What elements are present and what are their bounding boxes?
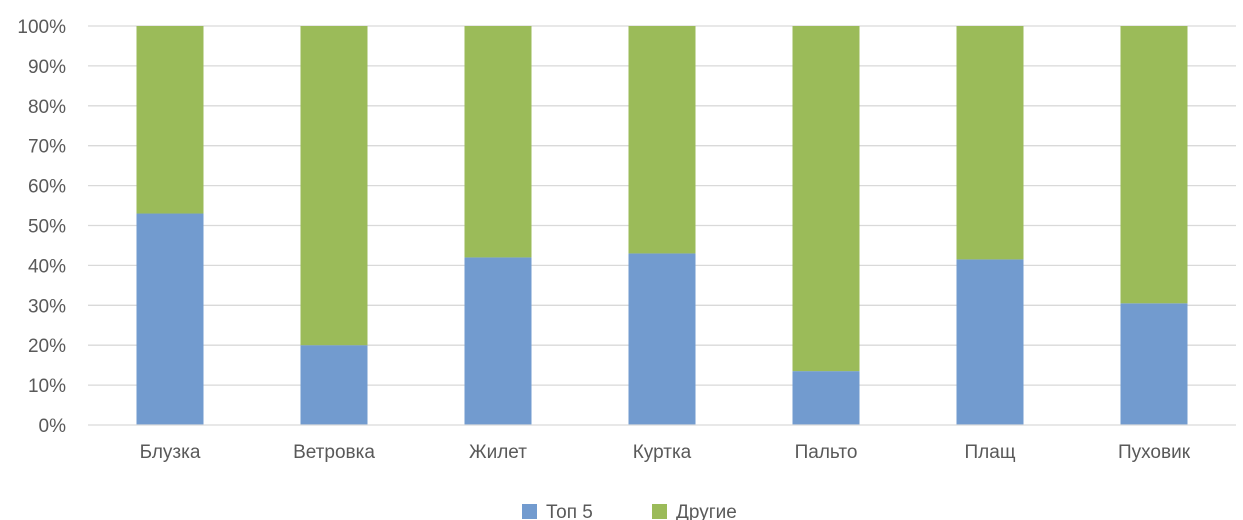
x-tick-label: Пальто bbox=[795, 442, 858, 463]
y-tick-label: 20% bbox=[28, 336, 66, 357]
x-axis: Блузка Ветровка Жилет Куртка Пальто Плащ Пухов… bbox=[88, 424, 1236, 463]
bar-top5 bbox=[792, 371, 860, 425]
bar-others bbox=[792, 26, 860, 372]
y-tick-label: 30% bbox=[28, 296, 66, 317]
bar-others bbox=[464, 26, 532, 258]
legend-label-others: Другие bbox=[676, 502, 737, 520]
bar-top5 bbox=[1120, 303, 1188, 425]
y-tick-label: 40% bbox=[28, 256, 66, 277]
y-tick-label: 80% bbox=[28, 97, 66, 118]
x-tick-label: Жилет bbox=[469, 442, 527, 463]
x-tick-label: Ветровка bbox=[293, 442, 375, 463]
legend-swatch-top5 bbox=[522, 504, 537, 519]
legend: Топ 5 Другие bbox=[522, 502, 737, 520]
bar-others bbox=[300, 26, 368, 346]
bar-top5 bbox=[956, 259, 1024, 425]
bar-top5 bbox=[628, 253, 696, 425]
y-axis: 0% 10% 20% 30% 40% 50% 60% 70% 80% 90% 100% bbox=[17, 17, 66, 437]
y-tick-label: 50% bbox=[28, 217, 66, 238]
x-tick-label: Куртка bbox=[633, 442, 692, 463]
bar-others bbox=[628, 26, 696, 254]
y-tick-label: 90% bbox=[28, 57, 66, 78]
y-tick-label: 70% bbox=[28, 137, 66, 158]
bar-top5 bbox=[464, 257, 532, 425]
y-tick-label: 100% bbox=[17, 17, 66, 38]
x-tick-label: Пуховик bbox=[1118, 442, 1191, 463]
bar-others bbox=[136, 26, 204, 214]
y-tick-label: 60% bbox=[28, 177, 66, 198]
y-tick-label: 10% bbox=[28, 376, 66, 397]
y-tick-label: 0% bbox=[39, 416, 67, 437]
legend-swatch-others bbox=[652, 504, 667, 519]
bar-top5 bbox=[136, 213, 204, 425]
bar-top5 bbox=[300, 345, 368, 425]
legend-label-top5: Топ 5 bbox=[546, 502, 593, 520]
bar-others bbox=[956, 26, 1024, 260]
bar-others bbox=[1120, 26, 1188, 304]
x-tick-label: Плащ bbox=[965, 442, 1016, 463]
x-tick-label: Блузка bbox=[140, 442, 201, 463]
bars bbox=[136, 26, 1188, 425]
